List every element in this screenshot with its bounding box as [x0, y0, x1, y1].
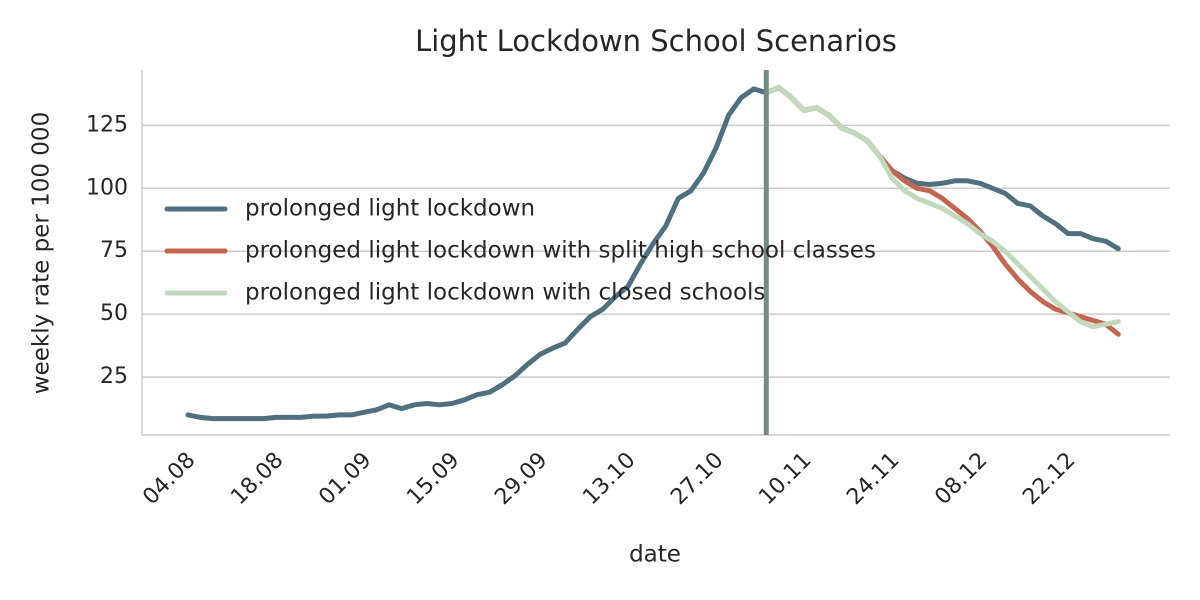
y-tick-label: 125: [86, 112, 128, 137]
y-tick-label: 100: [86, 175, 128, 200]
x-tick-label: 01.09: [314, 448, 376, 510]
series-line: [763, 85, 1121, 330]
legend-label: prolonged light lockdown with closed sch…: [245, 280, 765, 306]
x-axis-label: date: [629, 542, 681, 568]
chart-title: Light Lockdown School Scenarios: [415, 24, 897, 58]
x-tick-label: 24.11: [842, 448, 904, 510]
y-tick-label: 50: [100, 301, 128, 326]
y-axis-label: weekly rate per 100 000: [29, 112, 55, 394]
x-tick-label: 22.12: [1018, 448, 1080, 510]
x-tick-label: 29.09: [490, 448, 552, 510]
x-tick-label: 08.12: [930, 448, 992, 510]
series-line: [185, 85, 1121, 422]
x-tick-label: 18.08: [226, 448, 288, 510]
y-tick-label: 75: [100, 238, 128, 263]
legend-label: prolonged light lockdown: [245, 196, 535, 222]
x-tick-label: 27.10: [666, 448, 728, 510]
x-tick-label: 10.11: [754, 448, 816, 510]
x-tick-label: 04.08: [138, 448, 200, 510]
x-tick-label: 15.09: [402, 448, 464, 510]
x-tick-label: 13.10: [578, 448, 640, 510]
legend-label: prolonged light lockdown with split high…: [245, 238, 876, 264]
y-tick-label: 25: [100, 364, 128, 389]
